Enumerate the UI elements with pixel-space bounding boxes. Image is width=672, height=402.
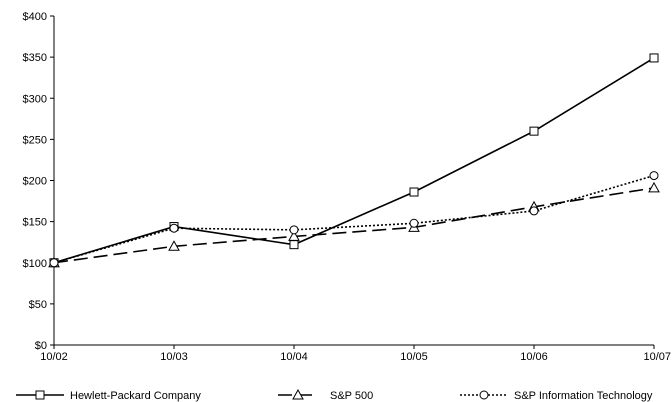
y-tick-label: $350 [23, 52, 47, 64]
series-layer [48, 53, 660, 268]
series-line [53, 57, 655, 264]
data-point [289, 240, 299, 250]
data-point [649, 171, 659, 181]
y-tick-label: $150 [23, 217, 47, 229]
legend-item: Hewlett-Packard Company [16, 390, 201, 402]
x-axis: 10/02 10/03 10/04 10/05 10/06 10/07 [40, 344, 671, 363]
legend-marker [35, 390, 45, 400]
x-tick-label: 10/05 [400, 351, 428, 363]
y-tick-label: $50 [29, 299, 47, 311]
series-line [53, 187, 655, 264]
series-1 [48, 181, 660, 268]
y-tick-label: $0 [35, 340, 47, 352]
y-tick-label: $300 [23, 93, 47, 105]
legend-item: S&P Information Technology [460, 390, 653, 402]
y-tick-label: $200 [23, 176, 47, 188]
y-tick-label: $400 [23, 11, 47, 23]
legend-marker [292, 388, 304, 400]
series-2 [49, 171, 659, 268]
data-point [288, 230, 300, 241]
legend-label: S&P Information Technology [514, 390, 653, 402]
legend-item: S&P 500 [278, 388, 373, 402]
data-point [169, 223, 179, 233]
series-line [53, 174, 655, 264]
y-tick-label: $100 [23, 258, 47, 270]
data-point [649, 53, 659, 63]
x-tick-label: 10/06 [520, 351, 548, 363]
data-point [49, 258, 59, 268]
legend: Hewlett-Packard Company S&P 500 S&P Inform… [16, 388, 653, 402]
x-tick-label: 10/02 [40, 351, 68, 363]
y-axis: $0 $50 $100 $150 $200 $250 $300 $350 $400 [23, 11, 55, 352]
legend-label: Hewlett-Packard Company [70, 390, 201, 402]
data-point [648, 181, 660, 193]
data-point [409, 218, 419, 228]
x-tick-label: 10/03 [160, 351, 188, 363]
series-0 [49, 53, 659, 268]
data-point [289, 225, 299, 235]
data-point [409, 187, 419, 197]
legend-marker [479, 390, 489, 400]
data-point [529, 126, 539, 136]
data-point [529, 206, 539, 216]
x-tick-label: 10/04 [280, 351, 308, 363]
legend-label: S&P 500 [330, 390, 373, 402]
x-tick-label: 10/07 [643, 351, 671, 363]
y-tick-label: $250 [23, 134, 47, 146]
data-point [168, 240, 180, 251]
